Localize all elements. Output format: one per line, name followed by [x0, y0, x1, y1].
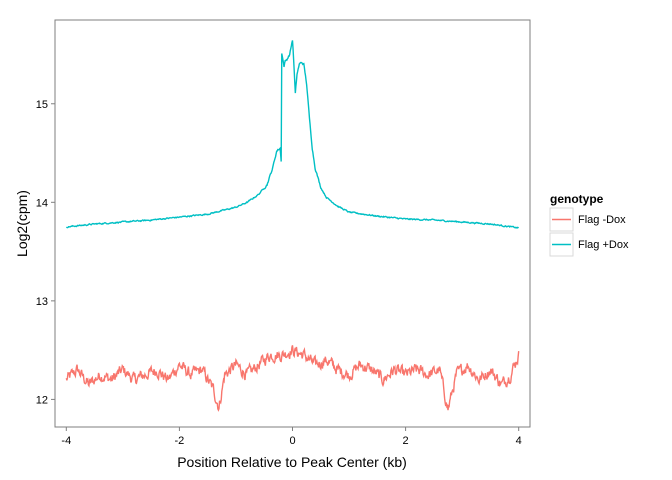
series-line-flag-minus-dox [65, 345, 520, 412]
legend-label: Flag -Dox [578, 214, 626, 226]
x-tick-label: -2 [175, 435, 185, 447]
y-axis-title: Log2(cpm) [14, 190, 30, 257]
y-tick-label: 12 [36, 394, 48, 406]
y-tick-label: 13 [36, 296, 48, 308]
x-tick-label: 0 [289, 435, 295, 447]
x-axis: -4 -2 0 2 4 [61, 427, 522, 447]
y-tick-label: 14 [36, 197, 48, 209]
legend-title: genotype [550, 192, 604, 206]
x-tick-label: 2 [403, 435, 409, 447]
y-axis: 12 13 14 15 [36, 99, 55, 406]
legend: genotype Flag -Dox Flag +Dox [549, 192, 629, 257]
plot-area [65, 40, 520, 412]
legend-label: Flag +Dox [578, 239, 629, 251]
series-line-flag-plus-dox [65, 40, 519, 229]
x-tick-label: -4 [61, 435, 71, 447]
y-tick-label: 15 [36, 99, 48, 111]
x-axis-title: Position Relative to Peak Center (kb) [177, 454, 407, 470]
x-tick-label: 4 [516, 435, 522, 447]
